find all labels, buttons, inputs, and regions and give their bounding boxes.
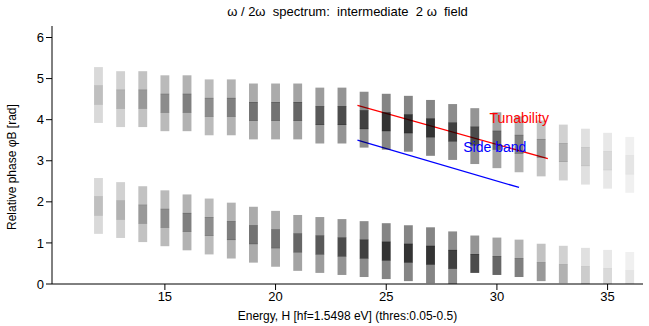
svg-text:Tunability: Tunability bbox=[490, 110, 549, 126]
html-text:ω / 2ω spectrum: intermediate: ω / 2ω spectrum: intermediate 2 ω field bbox=[227, 4, 468, 19]
svg-text:5: 5 bbox=[37, 71, 44, 86]
svg-text:30: 30 bbox=[490, 289, 504, 304]
svg-text:0: 0 bbox=[37, 277, 44, 292]
svg-text:2: 2 bbox=[37, 194, 44, 209]
svg-text:35: 35 bbox=[600, 289, 614, 304]
svg-text:Relative phase φB [rad]: Relative phase φB [rad] bbox=[5, 104, 19, 230]
svg-text:15: 15 bbox=[158, 289, 172, 304]
svg-text:25: 25 bbox=[379, 289, 393, 304]
svg-text:6: 6 bbox=[37, 30, 44, 45]
svg-text:Side band: Side band bbox=[463, 139, 526, 155]
svg-text:Energy, H [hf=1.5498 eV] (thre: Energy, H [hf=1.5498 eV] (thres:0.05-0.5… bbox=[238, 309, 458, 323]
svg-text:1: 1 bbox=[37, 236, 44, 251]
svg-text:20: 20 bbox=[268, 289, 282, 304]
svg-text:4: 4 bbox=[37, 112, 44, 127]
svg-text:3: 3 bbox=[37, 153, 44, 168]
